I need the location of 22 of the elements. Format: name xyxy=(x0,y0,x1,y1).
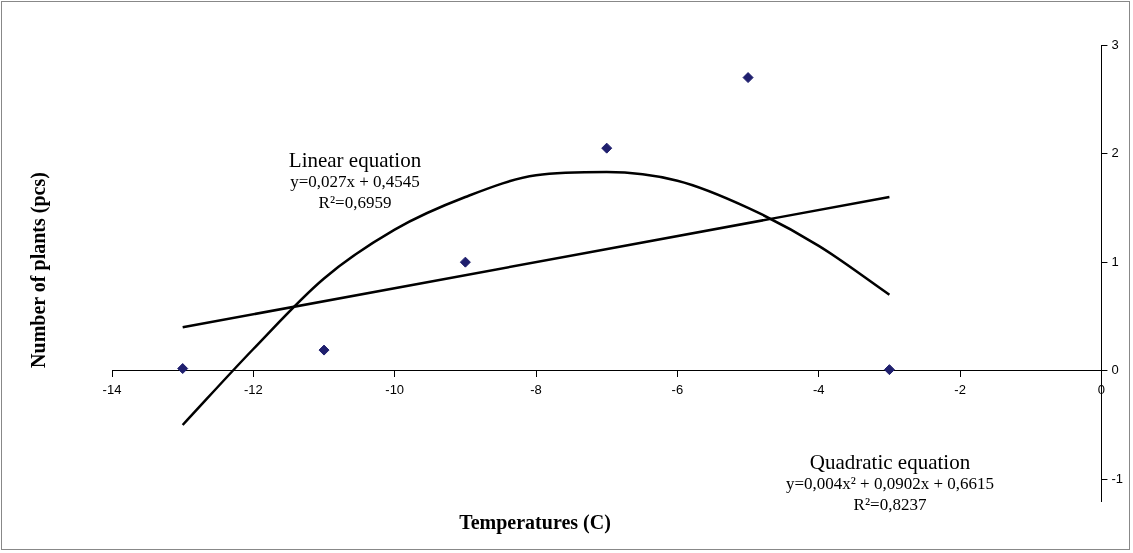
x-tick-label: -14 xyxy=(102,382,122,398)
point xyxy=(318,344,330,356)
y-tick-label: 3 xyxy=(1111,36,1119,52)
annotation: Quadratic equation y=0,004x² + 0,0902x + 0,6615 R²=0,8237 xyxy=(784,450,996,515)
y-tick-label: 1 xyxy=(1111,253,1119,269)
point xyxy=(177,363,189,375)
point xyxy=(742,72,754,84)
x-tick-label: -2 xyxy=(954,382,966,398)
point xyxy=(459,256,471,268)
annotation: Linear equation y=0,027x + 0,4545 R²=0,6959 xyxy=(287,148,423,213)
x-tick-label: -6 xyxy=(671,382,684,398)
point xyxy=(883,364,895,376)
y-tick-label: -1 xyxy=(1111,470,1123,486)
y-tick-label: 0 xyxy=(1111,362,1119,378)
point xyxy=(601,142,613,154)
x-tick-label: -12 xyxy=(243,382,263,398)
x-tick-label: -10 xyxy=(385,382,405,398)
x-tick-label: -4 xyxy=(812,382,825,398)
x-axis-title: Temperatures (C) xyxy=(459,510,611,534)
y-tick-label: 2 xyxy=(1111,145,1119,161)
x-tick-label: -8 xyxy=(530,382,542,398)
y-axis-title: Number of plants (pcs) xyxy=(26,172,50,368)
